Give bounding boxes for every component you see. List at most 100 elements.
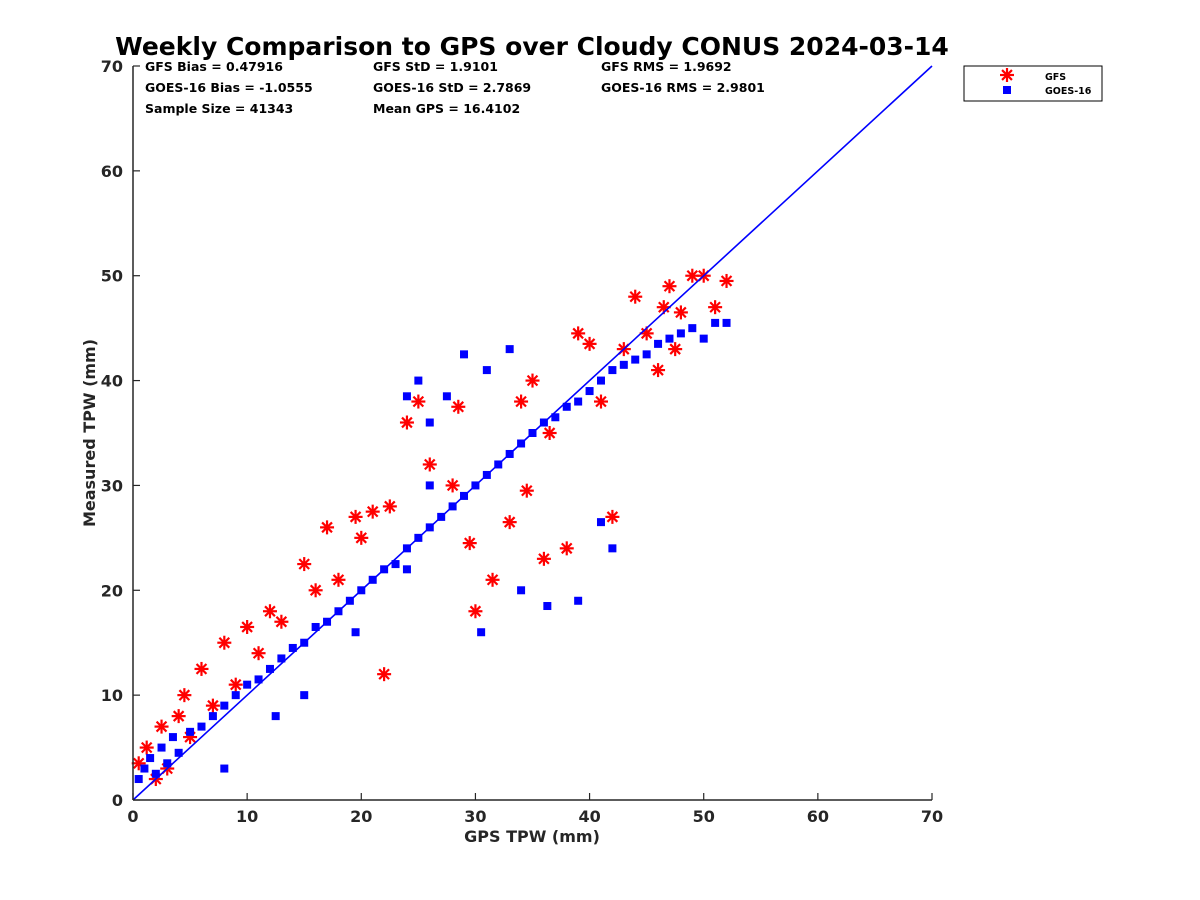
stat-gfs-bias: GFS Bias = 0.47916: [145, 59, 283, 74]
asterisk-stroke: [709, 301, 721, 313]
x-tick-label: 50: [693, 807, 715, 826]
asterisk-stroke: [515, 395, 527, 408]
goes16-point: [482, 366, 491, 375]
asterisk-stroke: [155, 720, 168, 733]
goes16-point: [562, 402, 571, 411]
gfs-point: [217, 635, 232, 650]
goes16-point: [163, 759, 172, 768]
gfs-point: [297, 557, 312, 572]
goes16-point: [699, 334, 708, 343]
goes16-point: [174, 748, 183, 757]
legend-gfs-asterisk: [1000, 68, 1014, 82]
asterisk-stroke: [355, 532, 368, 544]
gfs-point: [559, 541, 574, 556]
goes16-point: [505, 345, 514, 354]
gfs-point: [462, 536, 477, 551]
gfs-point: [422, 457, 437, 472]
goes16-point: [146, 754, 155, 763]
asterisk-stroke: [629, 290, 641, 303]
x-tick-label: 10: [236, 807, 258, 826]
asterisk-stroke: [583, 338, 596, 350]
gfs-point: [399, 415, 414, 430]
gfs-point: [194, 661, 209, 676]
goes16-point: [414, 376, 423, 385]
goes16-point: [425, 481, 434, 490]
gfs-point: [240, 619, 255, 634]
x-tick-label: 20: [350, 807, 372, 826]
gfs-point: [154, 719, 169, 734]
asterisk-stroke: [521, 484, 533, 497]
goes16-point: [596, 376, 605, 385]
goes16-point: [243, 680, 252, 689]
goes16-point: [300, 691, 309, 700]
goes16-point: [402, 392, 411, 401]
asterisk-stroke: [686, 269, 699, 282]
asterisk-stroke: [640, 327, 653, 340]
goes16-point: [220, 764, 229, 773]
asterisk-stroke: [424, 458, 436, 471]
asterisk-stroke: [140, 741, 153, 754]
gfs-point: [377, 667, 392, 682]
legend-goes16-label: GOES-16: [1045, 86, 1092, 97]
y-tick-label: 50: [101, 267, 123, 286]
x-tick-label: 60: [807, 807, 829, 826]
gfs-point: [502, 515, 517, 530]
asterisk-stroke: [446, 479, 459, 492]
legend: GFS GOES-16: [963, 65, 1103, 102]
goes16-point: [585, 387, 594, 396]
gfs-point: [205, 698, 220, 713]
y-tick-label: 0: [112, 791, 123, 810]
goes16-point: [551, 413, 560, 422]
goes16-point: [151, 769, 160, 778]
gfs-point: [673, 305, 688, 320]
asterisk-stroke: [275, 616, 288, 628]
goes16-point: [140, 764, 149, 773]
gfs-point: [542, 426, 557, 440]
goes16-point: [543, 602, 552, 611]
asterisk-stroke: [658, 301, 670, 313]
gfs-point: [719, 273, 734, 288]
goes16-point: [168, 733, 177, 742]
x-ticks: 0 10 20 30 40 50 60 70: [127, 793, 943, 826]
stats-block: GFS Bias = 0.47916 GFS StD = 1.9101 GFS …: [145, 59, 765, 116]
gfs-point: [445, 478, 460, 493]
plot-area: [131, 65, 933, 801]
asterisk-stroke: [309, 584, 322, 597]
y-tick-label: 30: [101, 476, 123, 495]
goes16-point: [277, 654, 286, 663]
asterisk-stroke: [572, 327, 584, 340]
goes16-point: [665, 334, 674, 343]
asterisk-stroke: [366, 505, 379, 518]
asterisk-stroke: [526, 374, 539, 387]
chart-title: Weekly Comparison to GPS over Cloudy CON…: [115, 32, 949, 61]
legend-gfs-label: GFS: [1045, 72, 1066, 83]
gfs-point: [485, 572, 500, 587]
asterisk-stroke: [675, 306, 687, 319]
goes16-point: [654, 339, 663, 348]
goes16-point: [134, 775, 143, 784]
gfs-point: [354, 530, 369, 545]
asterisk-stroke: [218, 636, 231, 649]
gfs-point: [571, 326, 586, 341]
gfs-point: [331, 572, 346, 587]
goes16-point: [596, 518, 605, 527]
y-tick-label: 40: [101, 372, 123, 391]
asterisk-stroke: [241, 621, 253, 633]
gfs-point: [593, 394, 608, 409]
gfs-point: [274, 614, 289, 629]
gfs-point: [668, 342, 683, 357]
asterisk-stroke: [264, 605, 276, 617]
asterisk-stroke: [378, 668, 390, 680]
asterisk-stroke: [463, 537, 476, 549]
asterisk-stroke: [195, 663, 208, 675]
legend-gfs-asterisk-mark: [1000, 68, 1014, 82]
gfs-point: [582, 336, 597, 351]
asterisk-stroke: [503, 516, 516, 528]
gfs-point: [411, 394, 426, 409]
gfs-point: [365, 504, 380, 519]
asterisk-stroke: [606, 511, 619, 523]
y-tick-label: 20: [101, 581, 123, 600]
y-tick-label: 70: [101, 57, 123, 76]
stat-sample-size: Sample Size = 41343: [145, 101, 293, 116]
gfs-point: [139, 740, 154, 755]
